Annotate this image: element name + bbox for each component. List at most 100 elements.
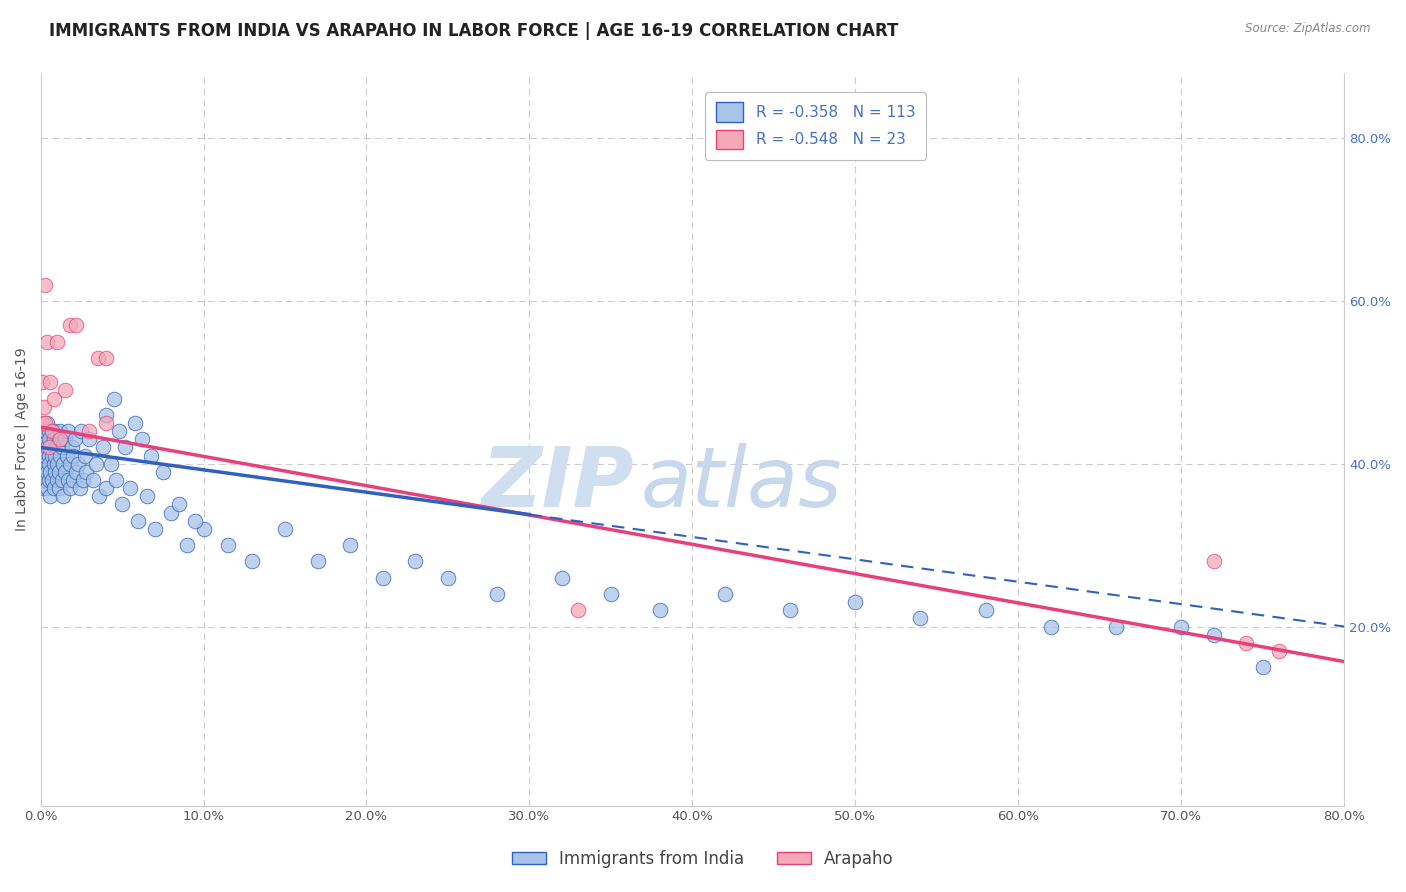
Point [52,457,75,471]
Point [84,457,107,471]
Point [1170,619,1192,633]
Point [45,441,67,455]
Point [58,424,80,438]
Point [53,465,76,479]
Point [94,408,117,422]
Point [135,489,157,503]
Point [37,416,59,430]
Point [31,416,53,430]
Point [120,481,142,495]
Point [1039,619,1062,633]
Point [32,449,55,463]
Point [82,473,104,487]
Point [31,432,53,446]
Point [844,595,866,609]
Y-axis label: In Labor Force | Age 16-19: In Labor Force | Age 16-19 [15,348,30,531]
Point [32,400,55,414]
Point [62,449,84,463]
Point [371,571,394,585]
Legend: R = -0.358   N = 113, R = -0.548   N = 23: R = -0.358 N = 113, R = -0.548 N = 23 [706,92,927,160]
Point [34,277,56,292]
Point [32,481,55,495]
Text: atlas: atlas [640,442,842,524]
Point [45,334,67,349]
Point [143,522,166,536]
Point [31,449,53,463]
Point [38,449,60,463]
Point [567,603,589,617]
Point [86,351,108,365]
Point [38,473,60,487]
Point [45,457,67,471]
Point [44,465,66,479]
Point [1105,619,1128,633]
Point [404,554,426,568]
Point [103,392,125,406]
Point [152,465,174,479]
Point [48,432,70,446]
Point [52,489,75,503]
Point [48,481,70,495]
Point [44,424,66,438]
Point [714,587,737,601]
Point [31,376,53,390]
Point [42,392,65,406]
Point [339,538,361,552]
Point [34,473,56,487]
Point [65,318,87,333]
Point [45,473,67,487]
Point [67,457,90,471]
Point [41,473,63,487]
Point [53,384,76,398]
Point [34,416,56,430]
Point [65,465,87,479]
Point [89,489,111,503]
Point [307,554,329,568]
Point [910,611,932,625]
Point [39,465,62,479]
Point [274,522,297,536]
Text: ZIP: ZIP [481,442,634,524]
Point [167,497,190,511]
Point [599,587,621,601]
Point [60,441,83,455]
Text: IMMIGRANTS FROM INDIA VS ARAPAHO IN LABOR FORCE | AGE 16-19 CORRELATION CHART: IMMIGRANTS FROM INDIA VS ARAPAHO IN LABO… [49,22,898,40]
Point [59,481,82,495]
Point [131,432,153,446]
Point [75,465,97,479]
Point [38,441,60,455]
Point [111,497,134,511]
Point [1202,628,1225,642]
Point [70,424,93,438]
Point [34,432,56,446]
Point [79,424,101,438]
Point [779,603,801,617]
Point [114,441,136,455]
Point [124,416,146,430]
Point [108,424,131,438]
Point [104,473,127,487]
Point [58,473,80,487]
Point [39,376,62,390]
Point [37,334,59,349]
Point [39,441,62,455]
Point [55,449,77,463]
Point [1234,636,1257,650]
Point [38,457,60,471]
Point [34,449,56,463]
Point [41,424,63,438]
Point [51,473,73,487]
Point [37,441,59,455]
Point [100,457,122,471]
Point [94,481,117,495]
Point [37,481,59,495]
Point [59,457,82,471]
Point [79,432,101,446]
Point [69,481,91,495]
Point [31,473,53,487]
Point [49,432,72,446]
Point [42,481,65,495]
Point [73,449,96,463]
Point [44,449,66,463]
Point [38,424,60,438]
